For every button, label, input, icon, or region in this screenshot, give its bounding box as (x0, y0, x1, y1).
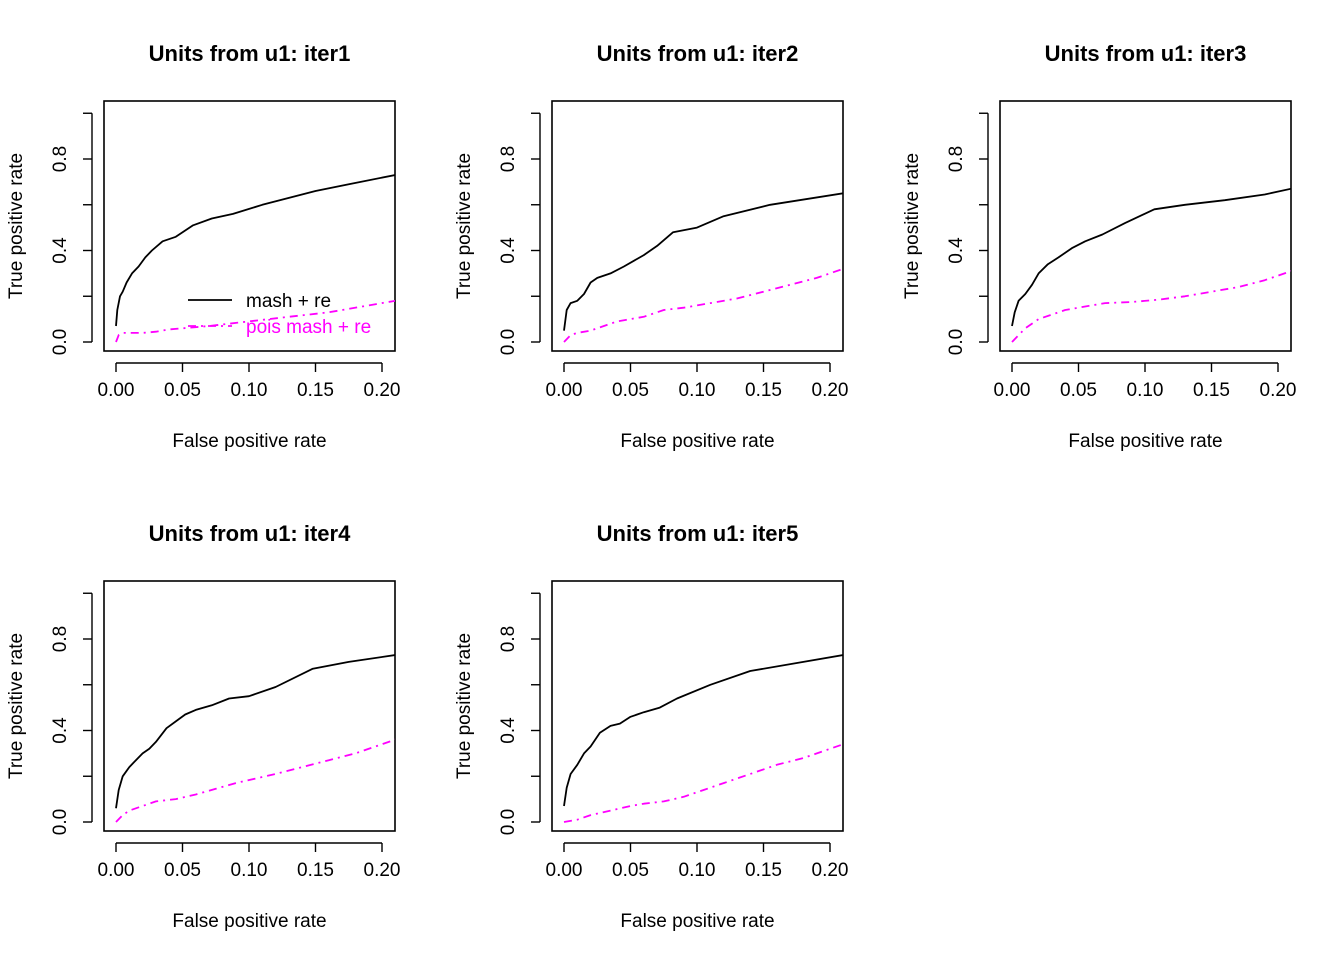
series-mash-re-5 (563, 654, 843, 807)
x-axis-label-1: False positive rate (172, 431, 326, 452)
y-tick-label: 0.8 (498, 146, 519, 172)
y-tick-label: 0.4 (498, 237, 519, 264)
y-tick-label: 0.0 (946, 329, 967, 355)
x-tick-label: 0.10 (679, 860, 716, 881)
plot-frame-1 (103, 100, 396, 352)
series-pois-mash-re-5 (563, 743, 843, 823)
x-tick-label: 0.00 (546, 380, 583, 401)
y-tick-label: 0.0 (498, 809, 519, 835)
y-axis-label-3: True positive rate (902, 153, 923, 299)
x-tick-label: 0.00 (98, 860, 135, 881)
legend-label: pois mash + re (246, 317, 371, 338)
y-tick-label: 0.8 (50, 626, 71, 652)
y-tick-label: 0.4 (50, 717, 71, 744)
y-tick-label: 0.0 (498, 329, 519, 355)
plot-frame-5 (551, 580, 844, 832)
x-tick-label: 0.10 (679, 380, 716, 401)
x-tick-label: 0.05 (164, 860, 201, 881)
plot-frame-2 (551, 100, 844, 352)
panel-1: Units from u1: iter1 0.00 0.05 0.10 0.15 0.20… (6, 41, 400, 452)
x-tick-label: 0.00 (994, 380, 1031, 401)
x-tick-label: 0.20 (812, 380, 849, 401)
y-axis-label-5: True positive rate (454, 633, 475, 779)
plot-frame-4 (103, 580, 396, 832)
x-tick-label: 0.05 (1060, 380, 1097, 401)
series-pois-mash-re-2 (563, 267, 843, 343)
x-tick-label: 0.15 (745, 860, 782, 881)
x-axis-label-5: False positive rate (620, 911, 774, 932)
legend-label: mash + re (246, 291, 331, 312)
series-mash-re-3 (1011, 187, 1291, 327)
x-tick-label: 0.10 (231, 380, 268, 401)
series-pois-mash-re-3 (1011, 270, 1291, 343)
x-tick-label: 0.15 (1193, 380, 1230, 401)
series-pois-mash-re-4 (115, 738, 395, 823)
x-tick-label: 0.10 (1127, 380, 1164, 401)
x-tick-label: 0.05 (612, 380, 649, 401)
x-tick-label: 0.10 (231, 860, 268, 881)
x-tick-label: 0.20 (1260, 380, 1297, 401)
y-tick-label: 0.0 (50, 329, 71, 355)
x-tick-label: 0.00 (98, 380, 135, 401)
y-tick-label: 0.0 (50, 809, 71, 835)
y-tick-label: 0.8 (50, 146, 71, 172)
x-tick-label: 0.05 (612, 860, 649, 881)
x-tick-label: 0.20 (812, 860, 849, 881)
x-axis-label-4: False positive rate (172, 911, 326, 932)
chart-title-5: Units from u1: iter5 (597, 521, 799, 546)
chart-title-4: Units from u1: iter4 (149, 521, 351, 546)
legend: mash + re pois mash + re (188, 291, 371, 338)
series-mash-re-4 (115, 654, 395, 809)
x-tick-label: 0.15 (297, 380, 334, 401)
panel-3: Units from u1: iter3 0.00 0.05 0.10 0.15 0.20… (902, 41, 1296, 452)
chart-title-1: Units from u1: iter1 (149, 41, 351, 66)
y-axis-label-1: True positive rate (6, 153, 27, 299)
panel-4: Units from u1: iter4 0.00 0.05 0.10 0.15 0.20… (6, 521, 400, 932)
chart-title-2: Units from u1: iter2 (597, 41, 799, 66)
plot-frame-3 (999, 100, 1292, 352)
series-pois-mash-re-1 (115, 299, 395, 343)
x-tick-label: 0.00 (546, 860, 583, 881)
y-tick-label: 0.4 (498, 717, 519, 744)
x-axis-label-2: False positive rate (620, 431, 774, 452)
y-tick-label: 0.4 (946, 237, 967, 264)
series-mash-re-2 (563, 192, 843, 331)
y-axis-label-2: True positive rate (454, 153, 475, 299)
chart-title-3: Units from u1: iter3 (1045, 41, 1247, 66)
y-tick-label: 0.8 (498, 626, 519, 652)
x-axis-label-3: False positive rate (1068, 431, 1222, 452)
series-mash-re-1 (115, 174, 395, 327)
y-axis-label-4: True positive rate (6, 633, 27, 779)
x-tick-label: 0.20 (364, 380, 401, 401)
x-tick-label: 0.15 (745, 380, 782, 401)
x-tick-label: 0.05 (164, 380, 201, 401)
y-tick-label: 0.8 (946, 146, 967, 172)
y-tick-label: 0.4 (50, 237, 71, 264)
x-tick-label: 0.20 (364, 860, 401, 881)
panel-2: Units from u1: iter2 0.00 0.05 0.10 0.15 0.20… (454, 41, 848, 452)
x-tick-label: 0.15 (297, 860, 334, 881)
panel-5: Units from u1: iter5 0.00 0.05 0.10 0.15 0.20… (454, 521, 848, 932)
